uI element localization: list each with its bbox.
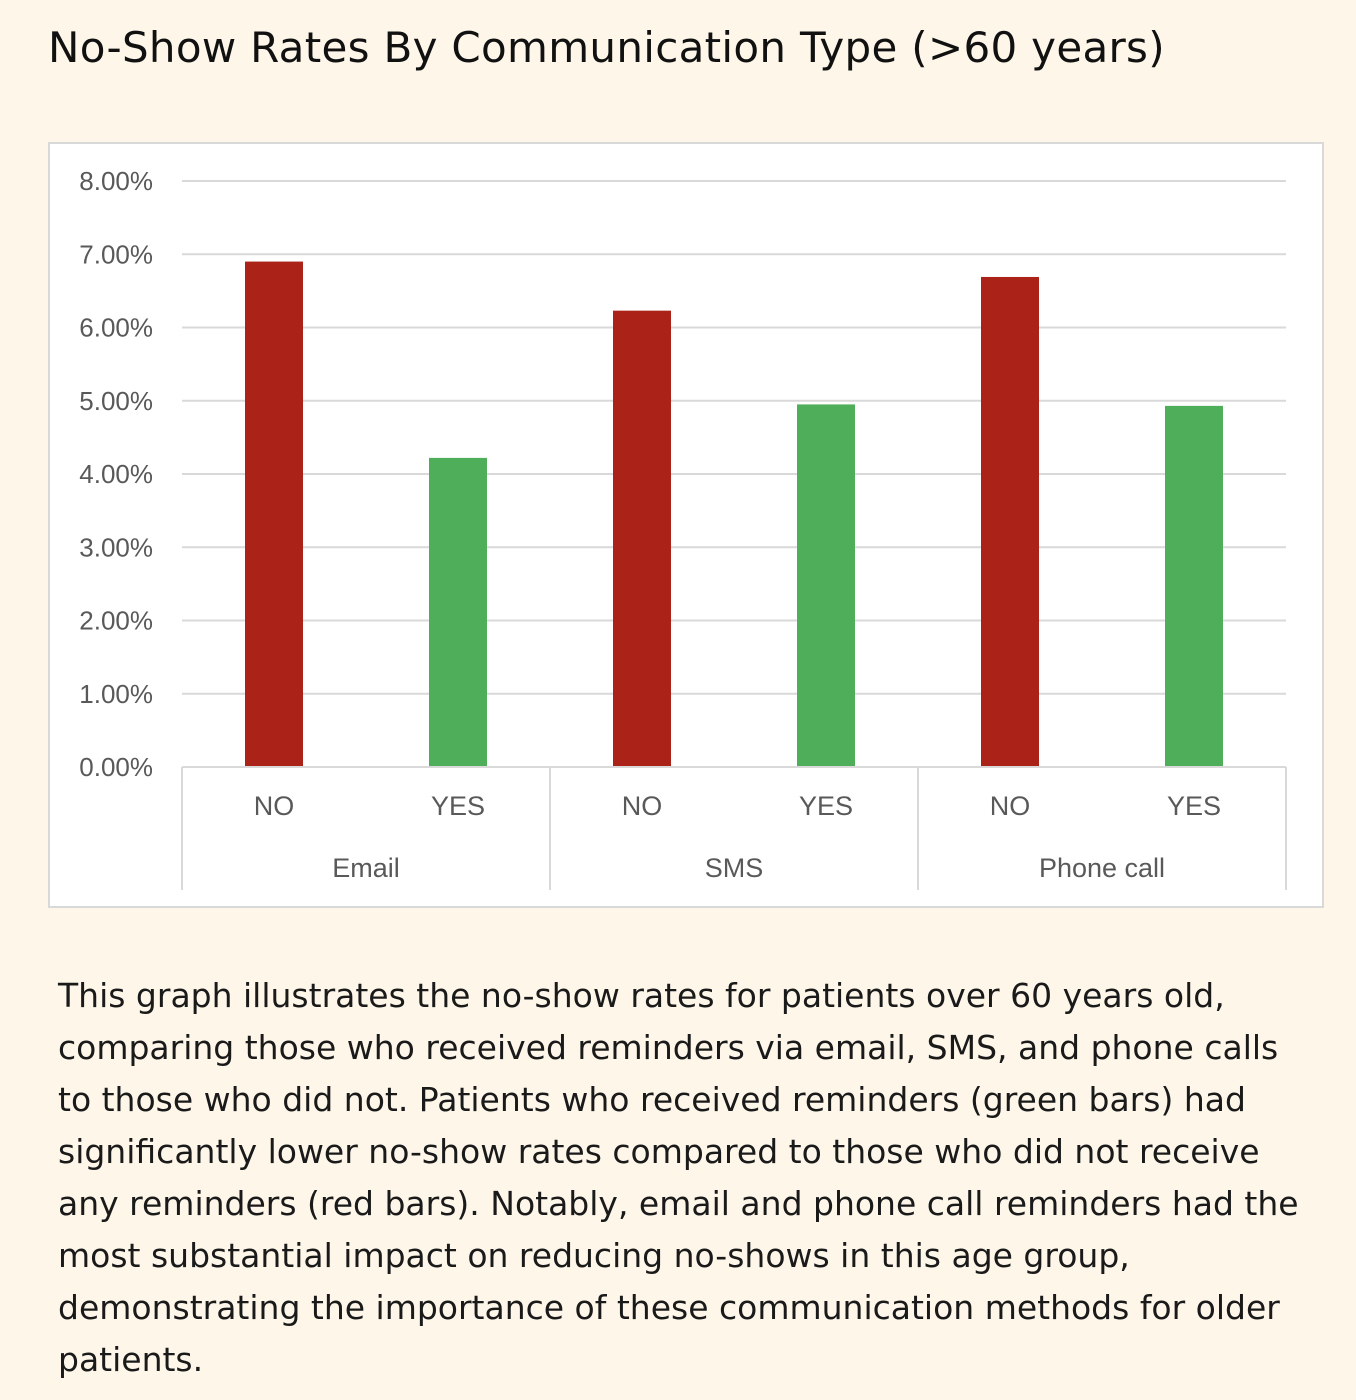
x-group-label: Email [332,853,400,883]
y-tick-label: 2.00% [79,606,153,636]
bar-chart: 0.00% 1.00% 2.00% 3.00% 4.00% 5.00% 6.00% 7.00%… [79,166,1287,890]
bar-phone-call-yes [1165,405,1223,767]
y-tick-label: 7.00% [79,239,153,269]
page-title: No-Show Rates By Communication Type (>60… [48,23,1165,72]
bar-email-yes [429,457,487,767]
bar-email-no [245,261,303,767]
x-category-label: YES [799,791,853,821]
x-group-label: SMS [705,853,764,883]
x-category-label: NO [622,791,663,821]
bar-sms-no [613,310,671,767]
x-group-label: Phone call [1039,853,1165,883]
x-category-label: YES [1167,791,1221,821]
chart-caption: This graph illustrates the no-show rates… [58,976,1299,1379]
x-category-label: NO [254,791,295,821]
y-tick-label: 3.00% [79,532,153,562]
bar-phone-call-no [981,276,1039,767]
y-tick-label: 1.00% [79,679,153,709]
bars [245,261,1223,767]
y-tick-label: 0.00% [79,752,153,782]
y-tick-label: 4.00% [79,459,153,489]
y-tick-label: 5.00% [79,386,153,416]
x-category-label: NO [990,791,1031,821]
gridlines [182,180,1286,695]
y-axis-ticks: 0.00% 1.00% 2.00% 3.00% 4.00% 5.00% 6.00% 7.00%… [79,166,153,782]
bar-sms-yes [797,404,855,767]
y-tick-label: 6.00% [79,313,153,343]
x-axis: NO YES Email NO YES SMS NO YES Phone call [181,766,1287,890]
y-tick-label: 8.00% [79,166,153,196]
x-category-label: YES [431,791,485,821]
